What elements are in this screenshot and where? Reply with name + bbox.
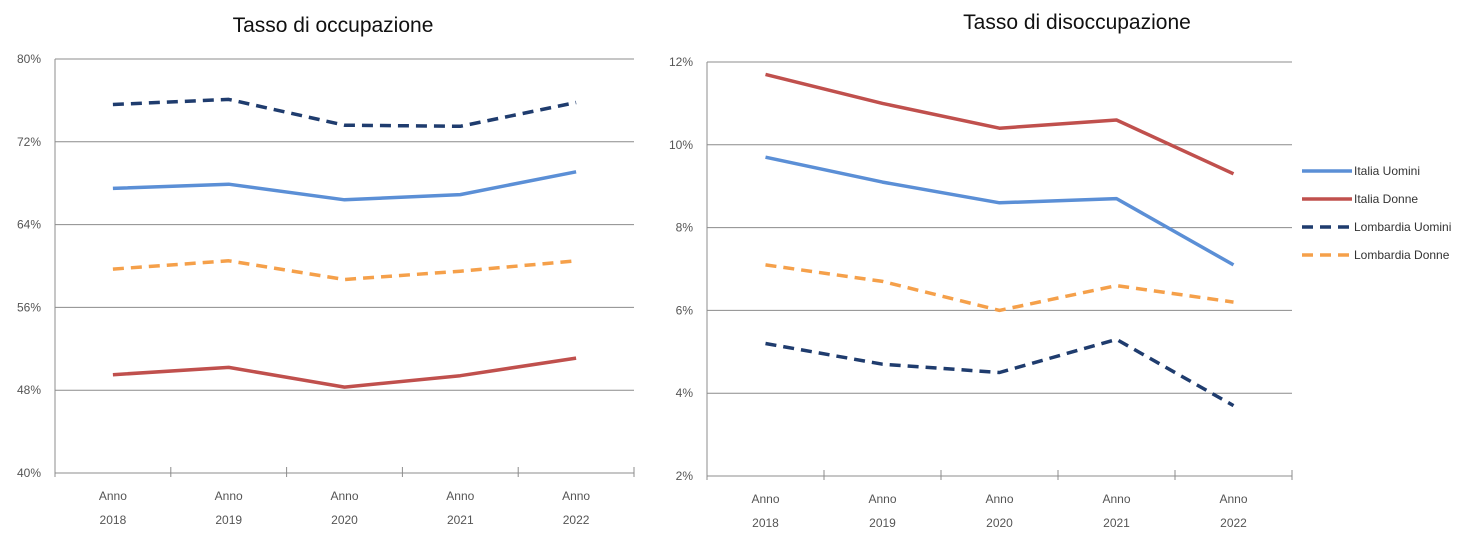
series-line-lombardia-donne <box>765 263 1234 313</box>
x-tick-label: Anno 2022 <box>1219 492 1247 530</box>
x-tick-label: Anno 2019 <box>215 489 243 527</box>
y-tick-label: 80% <box>17 52 41 66</box>
series-line-italia-uomini <box>112 170 577 202</box>
chart-occupazione: 40% 48% 56% 64% 72% 80% Anno 2018 Anno 2019 Anno 20… <box>17 52 635 527</box>
y-tick-label: 4% <box>676 386 694 400</box>
y-tick-label: 64% <box>17 218 41 232</box>
x-tick-label: Anno 2021 <box>1102 492 1130 530</box>
y-tick-label: 40% <box>17 466 41 480</box>
x-tick-label: Anno 2018 <box>751 492 779 530</box>
x-tick-label: Anno 2021 <box>446 489 474 527</box>
y-tick-label: 2% <box>676 469 694 483</box>
chart-title-occupazione: Tasso di occupazione <box>233 14 434 37</box>
series-line-lombardia-donne <box>112 259 577 282</box>
y-tick-label: 10% <box>669 138 693 152</box>
legend-label-italia-donne: Italia Donne <box>1354 192 1418 206</box>
y-tick-label: 12% <box>669 55 693 69</box>
x-tick-label: Anno 2020 <box>985 492 1013 530</box>
x-tick-label: Anno 2018 <box>99 489 127 527</box>
legend-label-lombardia-uomini: Lombardia Uomini <box>1354 220 1451 234</box>
series-line-italia-donne <box>112 356 577 389</box>
series-line-lombardia-uomini <box>765 337 1235 408</box>
series-line-italia-uomini <box>765 155 1235 267</box>
y-tick-label: 56% <box>17 300 41 314</box>
legend-label-lombardia-donne: Lombardia Donne <box>1354 248 1450 262</box>
chart-disoccupazione: 2% 4% 6% 8% 10% 12% Anno 2018 Anno 2019 Anno 2020 An… <box>669 55 1293 530</box>
series-line-italia-donne <box>765 72 1235 176</box>
chart-title-disoccupazione: Tasso di disoccupazione <box>963 11 1191 34</box>
series-line-lombardia-uomini <box>112 97 577 129</box>
y-tick-label: 72% <box>17 135 41 149</box>
legend: Italia Uomini Italia Donne Lombardia Uomin… <box>1302 164 1451 262</box>
y-tick-label: 6% <box>676 303 694 317</box>
y-tick-label: 48% <box>17 383 41 397</box>
y-tick-label: 8% <box>676 221 694 235</box>
x-tick-label: Anno 2019 <box>868 492 896 530</box>
x-tick-label: Anno 2020 <box>330 489 358 527</box>
x-tick-label: Anno 2022 <box>562 489 590 527</box>
legend-label-italia-uomini: Italia Uomini <box>1354 164 1420 178</box>
